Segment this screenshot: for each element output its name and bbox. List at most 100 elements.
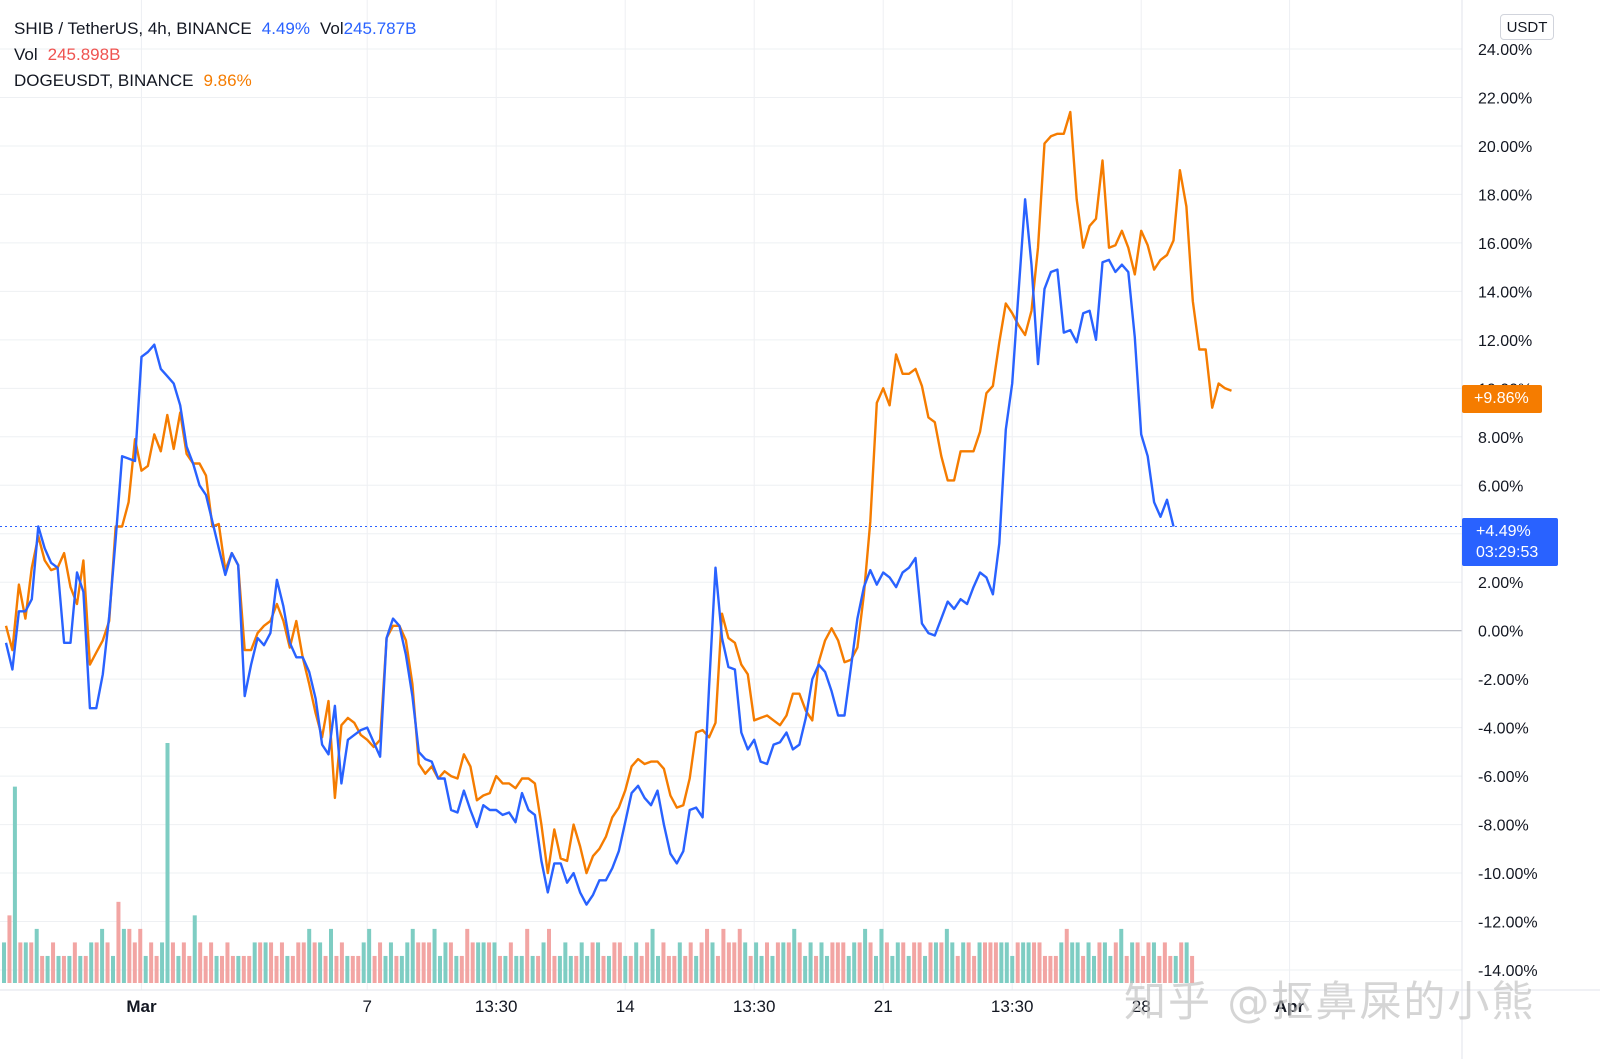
volume-bar bbox=[1048, 955, 1053, 983]
y-tick-label: -12.00% bbox=[1478, 915, 1538, 932]
volume-bar bbox=[754, 942, 759, 983]
volume-bar bbox=[1146, 942, 1151, 983]
y-tick-label: -6.00% bbox=[1478, 769, 1529, 786]
volume-bar bbox=[476, 942, 481, 983]
volume-bar bbox=[530, 955, 535, 983]
volume-bar bbox=[323, 955, 328, 983]
legend-vol-indicator-value: 245.898B bbox=[47, 45, 121, 64]
volume-bar bbox=[176, 955, 181, 983]
volume-bar bbox=[7, 915, 12, 983]
volume-bar bbox=[394, 955, 399, 983]
volume-bar bbox=[666, 955, 671, 983]
volume-bar bbox=[192, 915, 197, 983]
legend-row-doge[interactable]: DOGEUSDT, BINANCE 9.86% bbox=[14, 68, 416, 94]
shib-price-tag-value: +4.49% bbox=[1476, 523, 1531, 540]
volume-bar bbox=[617, 942, 622, 983]
time-axis[interactable]: Mar 7 13:30 14 13:30 21 13:30 28 Apr bbox=[126, 997, 1304, 1016]
legend-row-shib[interactable]: SHIB / TetherUS, 4h, BINANCE 4.49% Vol245.… bbox=[14, 16, 416, 42]
x-tick-label: Mar bbox=[126, 997, 157, 1016]
volume-bar bbox=[274, 955, 279, 983]
volume-bar bbox=[1081, 955, 1086, 983]
volume-bar bbox=[45, 955, 50, 983]
volume-bar bbox=[830, 942, 835, 983]
y-tick-label: 24.00% bbox=[1478, 42, 1532, 59]
volume-bar bbox=[874, 955, 878, 983]
volume-bar bbox=[770, 955, 775, 983]
volume-bar bbox=[350, 955, 355, 983]
volume-bar bbox=[656, 955, 660, 983]
volume-bar bbox=[61, 955, 66, 983]
volume-bar bbox=[955, 955, 960, 983]
volume-bar bbox=[367, 928, 372, 983]
volume-bar bbox=[775, 942, 780, 983]
volume-bar bbox=[721, 928, 726, 983]
volume-bar bbox=[835, 942, 840, 983]
volume-bar bbox=[972, 955, 977, 983]
shib-price-tag: +4.49% 03:29:53 bbox=[1462, 518, 1558, 566]
volume-bar bbox=[868, 942, 873, 983]
volume-bar bbox=[596, 942, 601, 983]
volume-bar bbox=[154, 955, 159, 983]
volume-bar bbox=[170, 942, 175, 983]
legend-symbol-shib: SHIB / TetherUS, 4h, BINANCE bbox=[14, 19, 252, 38]
volume-bar bbox=[345, 955, 350, 983]
price-axis[interactable]: 24.00% 22.00% 20.00% 18.00% 16.00% 14.00% 12.0… bbox=[1478, 42, 1538, 980]
grid-lines bbox=[0, 0, 1462, 990]
legend-change-shib: 4.49% bbox=[261, 19, 310, 38]
volume-bar bbox=[999, 942, 1004, 983]
volume-bar bbox=[841, 942, 846, 983]
volume-bar bbox=[705, 928, 710, 983]
volume-bar bbox=[1173, 955, 1178, 983]
volume-bar bbox=[857, 942, 862, 983]
volume-bar bbox=[650, 928, 655, 983]
x-tick-label: 28 bbox=[1132, 997, 1151, 1016]
x-tick-label: 13:30 bbox=[475, 997, 518, 1016]
volume-bar bbox=[803, 955, 808, 983]
volume-bar bbox=[497, 955, 502, 983]
volume-bar bbox=[759, 955, 764, 983]
volume-bar bbox=[258, 942, 263, 983]
y-tick-label: 20.00% bbox=[1478, 139, 1532, 156]
volume-bar bbox=[1037, 942, 1042, 983]
volume-bar bbox=[1162, 942, 1167, 983]
x-tick-label: Apr bbox=[1275, 997, 1305, 1016]
volume-bar bbox=[601, 955, 606, 983]
shib-series-line bbox=[4, 198, 1175, 906]
volume-bar bbox=[100, 928, 105, 983]
legend-row-vol[interactable]: Vol 245.898B bbox=[14, 42, 416, 68]
volume-bar bbox=[438, 955, 442, 983]
volume-bar bbox=[12, 786, 17, 983]
volume-bar bbox=[443, 942, 448, 983]
volume-bar bbox=[579, 942, 584, 983]
watermark: 知乎 @抠鼻屎的小熊 bbox=[1124, 977, 1536, 1026]
volume-bar bbox=[160, 942, 165, 983]
volume-bar bbox=[606, 955, 611, 983]
currency-button[interactable]: USDT bbox=[1500, 14, 1554, 40]
volume-bar bbox=[94, 942, 99, 983]
volume-bar bbox=[715, 955, 720, 983]
volume-bar bbox=[481, 942, 486, 983]
volume-bar bbox=[89, 942, 94, 983]
volume-bar bbox=[1015, 942, 1020, 983]
x-tick-label: 13:30 bbox=[733, 997, 776, 1016]
volume-bar bbox=[432, 928, 437, 983]
volume-bar bbox=[334, 955, 339, 983]
y-tick-label: -4.00% bbox=[1478, 721, 1529, 738]
volume-bar bbox=[977, 942, 982, 983]
volume-bar bbox=[230, 955, 235, 983]
volume-bar bbox=[356, 955, 361, 983]
volume-bar bbox=[23, 942, 28, 983]
volume-bar bbox=[29, 942, 34, 983]
y-tick-label: 14.00% bbox=[1478, 284, 1532, 301]
volume-bar bbox=[710, 942, 715, 983]
volume-bar bbox=[263, 942, 268, 983]
volume-bar bbox=[645, 942, 650, 983]
volume-bar bbox=[203, 955, 208, 983]
volume-bar bbox=[966, 942, 971, 983]
doge-price-tag: +9.86% bbox=[1462, 385, 1542, 413]
volume-bar bbox=[1086, 942, 1091, 983]
volume-bar bbox=[765, 942, 769, 983]
volume-bar bbox=[508, 942, 513, 983]
volume-bar bbox=[198, 942, 203, 983]
